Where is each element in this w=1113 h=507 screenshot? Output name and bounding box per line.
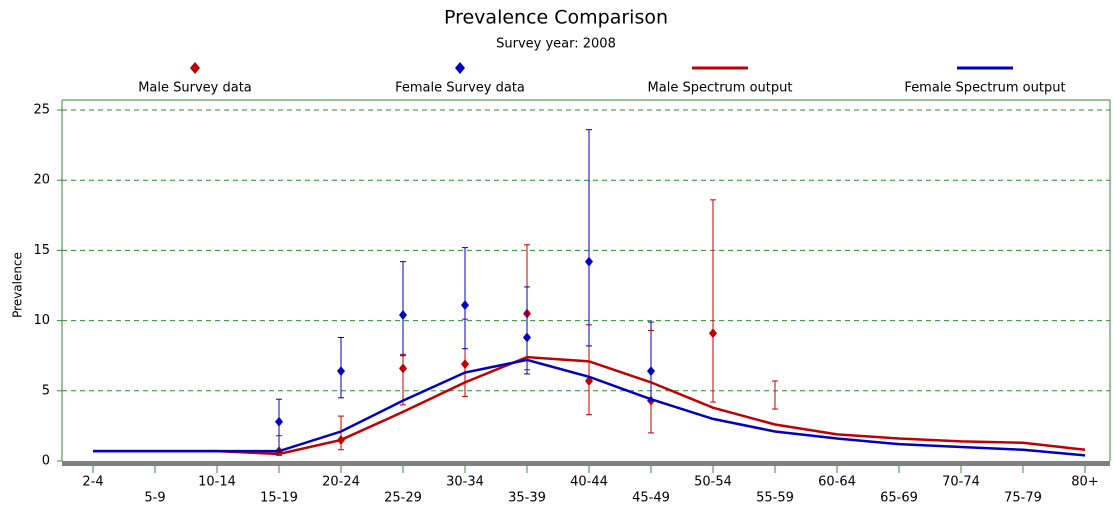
data-point — [461, 300, 469, 311]
x-tick-label: 40-44 — [570, 475, 608, 490]
error-bar — [772, 380, 778, 410]
x-axis — [62, 461, 1110, 466]
x-tick-label: 30-34 — [446, 475, 484, 490]
error-bar — [462, 247, 468, 350]
x-tick-label: 45-49 — [632, 491, 670, 506]
legend-marker — [190, 62, 200, 74]
data-point — [399, 363, 407, 374]
x-tick-label: 60-64 — [818, 475, 856, 490]
x-tick-label: 65-69 — [880, 491, 918, 506]
data-point — [585, 256, 593, 267]
legend-label: Female Survey data — [395, 81, 525, 96]
x-tick-label: 75-79 — [1004, 491, 1042, 506]
legend-label: Female Spectrum output — [904, 81, 1065, 96]
x-tick-label: 80+ — [1071, 475, 1098, 490]
x-tick-label: 55-59 — [756, 491, 794, 506]
y-tick-label: 25 — [33, 103, 50, 118]
error-bar — [648, 321, 654, 402]
data-point — [399, 309, 407, 320]
data-point — [461, 359, 469, 370]
x-tick-label: 10-14 — [198, 475, 236, 490]
y-tick-label: 0 — [42, 454, 50, 469]
error-bar — [586, 129, 592, 347]
data-point — [523, 332, 531, 343]
x-tick-label: 50-54 — [694, 475, 732, 490]
legend-label: Male Survey data — [138, 81, 252, 96]
x-tick-label: 70-74 — [942, 475, 980, 490]
y-tick-label: 5 — [42, 383, 50, 398]
x-tick-label: 20-24 — [322, 475, 360, 490]
error-bar — [400, 261, 406, 357]
error-bar — [400, 353, 406, 406]
data-point — [647, 366, 655, 377]
line — [93, 358, 1086, 457]
legend-marker — [455, 62, 465, 74]
data-point — [275, 416, 283, 427]
error-bar — [710, 199, 716, 403]
x-tick-label: 15-19 — [260, 491, 298, 506]
data-point — [709, 328, 717, 339]
y-axis-label: Prevalence — [11, 252, 25, 318]
y-tick-label: 10 — [33, 313, 50, 328]
data-point — [337, 366, 345, 377]
x-tick-label: 35-39 — [508, 491, 546, 506]
x-tick-label: 2-4 — [82, 475, 103, 490]
y-tick-label: 20 — [33, 173, 50, 188]
chart-title: Prevalence Comparison — [444, 7, 668, 29]
x-tick-label: 5-9 — [144, 491, 165, 506]
y-tick-label: 15 — [33, 243, 50, 258]
legend-label: Male Spectrum output — [648, 81, 793, 96]
chart-subtitle: Survey year: 2008 — [496, 37, 616, 52]
x-tick-label: 25-29 — [384, 491, 422, 506]
line — [93, 355, 1086, 456]
